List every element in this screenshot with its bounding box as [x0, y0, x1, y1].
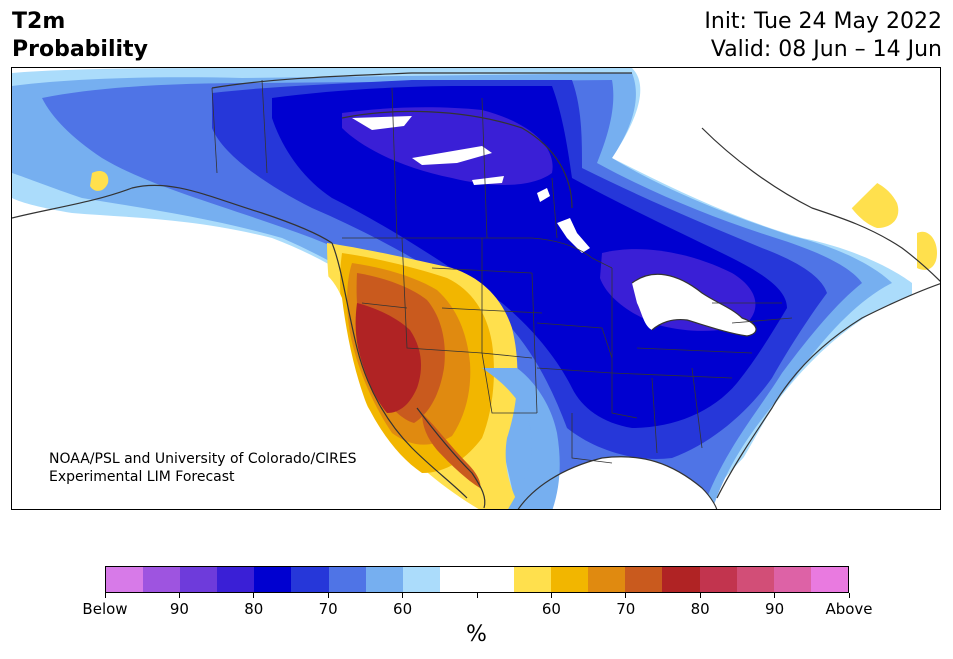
- atlantic-ocean: [713, 283, 940, 509]
- labrador-coast: [701, 127, 940, 282]
- colorbar-tick-label: 80: [690, 600, 710, 618]
- colorbar-tick-label: Below: [82, 600, 128, 618]
- colorbar-tick: [699, 593, 701, 598]
- colorbar-segment: [365, 567, 403, 592]
- alaska-coast: [12, 184, 333, 244]
- colorbar-tick-label: 60: [393, 600, 413, 618]
- colorbar-unit: %: [466, 622, 487, 647]
- colorbar-segment: [217, 567, 255, 592]
- colorbar-segment: [143, 567, 181, 592]
- lake-1: [537, 188, 550, 202]
- title-line-quantity: Probability: [12, 37, 148, 62]
- colorbar-tick: [625, 593, 627, 598]
- colorbar-segment: [180, 567, 218, 592]
- colorbar-ticks: [104, 593, 850, 599]
- colorbar-segment: [254, 567, 292, 592]
- colorbar-tick: [327, 593, 329, 598]
- baja-line: [416, 407, 486, 509]
- arctic-coast: [211, 72, 632, 89]
- colorbar-segment: [588, 567, 626, 592]
- colorbar-tick-label: 70: [616, 600, 636, 618]
- texas-band: [482, 368, 560, 509]
- band-below-90: [272, 86, 787, 428]
- colorbar-tick: [402, 593, 404, 598]
- probability-map: [12, 68, 940, 509]
- greenland-region: [702, 68, 940, 216]
- colorbar-tick: [476, 593, 478, 598]
- colorbar-tick-label: 70: [318, 600, 338, 618]
- valid-range: Valid: 08 Jun – 14 Jun: [710, 37, 942, 62]
- colorbar-tick: [774, 593, 776, 598]
- credit-line-2: Experimental LIM Forecast: [49, 469, 235, 485]
- colorbar-segment: [514, 567, 552, 592]
- colorbar-tick-label: 60: [541, 600, 561, 618]
- init-date: Init: Tue 24 May 2022: [704, 9, 942, 34]
- colorbar-segment: [402, 567, 440, 592]
- colorbar-segment: [773, 567, 811, 592]
- title-line-variable: T2m: [12, 9, 66, 34]
- credit-line-1: NOAA/PSL and University of Colorado/CIRE…: [49, 451, 357, 467]
- band-above-90: [355, 303, 422, 413]
- colorbar-tick-label: Above: [825, 600, 873, 618]
- gulf-of-mexico: [513, 456, 717, 509]
- canada-us-border: [342, 237, 613, 269]
- colorbar-segment: [625, 567, 663, 592]
- hudson-coast: [341, 110, 573, 209]
- colorbar-tick-label: 80: [244, 600, 264, 618]
- colorbar-segment: [328, 567, 366, 592]
- gulf-coast-line: [517, 456, 718, 509]
- hudson-bay-north: [352, 116, 412, 130]
- forecast-dates: Init: Tue 24 May 2022 Valid: 08 Jun – 14…: [704, 8, 942, 64]
- colorbar-tick: [178, 593, 180, 598]
- map-title: T2m Probability: [12, 8, 148, 64]
- great-lakes: [632, 274, 757, 336]
- colorbar-segment: [551, 567, 589, 592]
- colorbar-tick: [104, 593, 106, 598]
- colorbar-tick: [848, 593, 850, 598]
- colorbar: [105, 566, 849, 593]
- colorbar-segment: [476, 567, 515, 592]
- lake-2: [557, 218, 590, 253]
- colorbar-segment: [810, 567, 848, 592]
- colorbar-segment: [736, 567, 774, 592]
- nfld-warm: [917, 231, 937, 270]
- colorbar-tick-label: 90: [169, 600, 189, 618]
- colorbar-tick: [550, 593, 552, 598]
- source-credit: NOAA/PSL and University of Colorado/CIRE…: [49, 450, 357, 486]
- west-coast-line: [331, 242, 468, 499]
- colorbar-segment: [439, 567, 477, 592]
- east-coast-line: [716, 283, 940, 499]
- colorbar-segment: [106, 567, 144, 592]
- colorbar-segment: [662, 567, 700, 592]
- alaska-warm: [90, 171, 109, 191]
- colorbar-segment: [699, 567, 737, 592]
- colorbar-tick-label: 90: [765, 600, 785, 618]
- pacific-ocean: [12, 218, 450, 509]
- bay-strip: [472, 176, 504, 185]
- great-lakes-line: [631, 273, 757, 337]
- colorbar-tick: [253, 593, 255, 598]
- colorbar-segment: [291, 567, 329, 592]
- hudson-bay-main: [412, 146, 492, 165]
- map-panel: [11, 67, 941, 510]
